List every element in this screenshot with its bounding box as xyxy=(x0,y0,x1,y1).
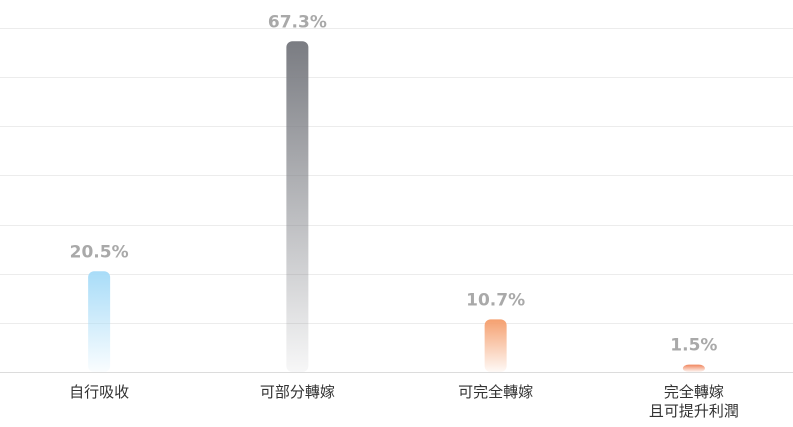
x-tick-label: 可完全轉嫁 xyxy=(458,383,534,401)
x-tick-label: 自行吸收 xyxy=(69,383,130,401)
bar xyxy=(88,271,111,372)
value-label: 67.3% xyxy=(268,12,327,32)
bar xyxy=(484,319,507,372)
value-label: 20.5% xyxy=(70,242,129,262)
value-label: 10.7% xyxy=(466,290,525,310)
bar xyxy=(286,41,309,373)
bar xyxy=(682,364,705,372)
value-label: 1.5% xyxy=(670,336,717,356)
x-tick-label: 完全轉嫁 且可提升利潤 xyxy=(648,383,739,420)
x-tick-label: 可部分轉嫁 xyxy=(259,383,335,401)
